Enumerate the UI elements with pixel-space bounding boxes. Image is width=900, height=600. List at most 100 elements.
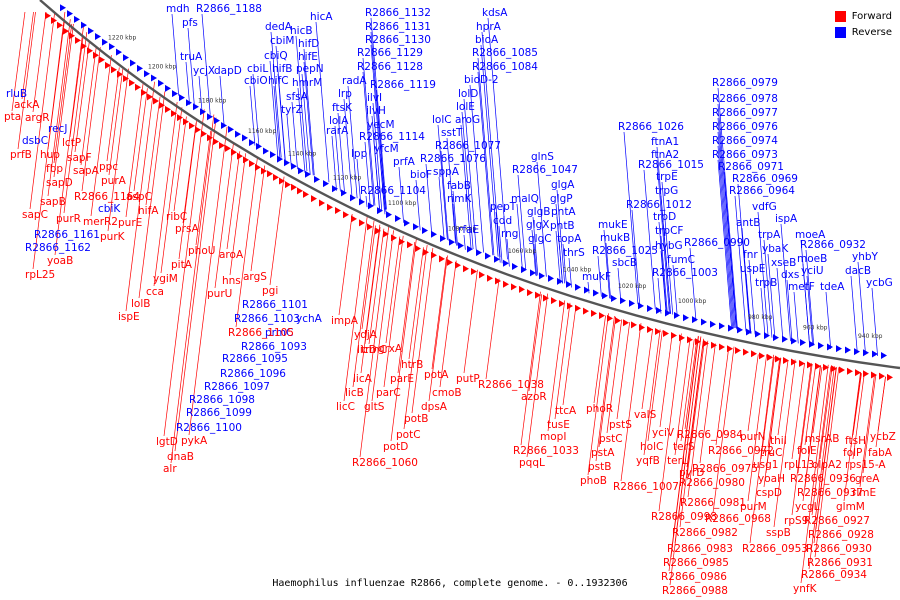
forward-feature-79 bbox=[591, 309, 597, 317]
forward-feature-42 bbox=[297, 187, 303, 195]
forward-feature-14 bbox=[129, 79, 135, 87]
leader-R2866_0932 bbox=[805, 249, 815, 346]
gene-label-args: argS bbox=[243, 271, 267, 283]
gene-label-cspd: cspD bbox=[756, 487, 782, 499]
reverse-feature-68 bbox=[602, 292, 608, 300]
gene-label-licd: licD bbox=[357, 344, 377, 356]
gene-label-cdd: cdd bbox=[493, 215, 512, 227]
reverse-feature-71 bbox=[629, 299, 635, 307]
leader-gltS bbox=[371, 230, 394, 402]
leader-hmrM bbox=[297, 87, 306, 173]
forward-feature-37 bbox=[267, 170, 273, 178]
reverse-feature-32 bbox=[284, 159, 290, 167]
gene-label-prsa: prsA bbox=[175, 223, 199, 235]
leader-hifC bbox=[273, 85, 281, 160]
forward-feature-96 bbox=[727, 345, 733, 353]
gene-label-r2866-0928: R2866_0928 bbox=[808, 529, 874, 541]
gene-label-thrs: thrS bbox=[563, 247, 585, 259]
gene-label-cca: cca bbox=[146, 286, 164, 298]
gene-label-sppa: sppA bbox=[433, 166, 460, 178]
gene-label-ispa: ispA bbox=[775, 213, 798, 225]
leader-lolE bbox=[461, 111, 474, 250]
forward-feature-80 bbox=[599, 312, 605, 320]
forward-feature-61 bbox=[447, 258, 453, 266]
gene-label-aroa: aroA bbox=[219, 249, 244, 261]
leader-ycbG bbox=[871, 287, 878, 357]
gene-label-lolc: lolC bbox=[432, 114, 452, 126]
leader-lctP bbox=[69, 37, 84, 138]
forward-feature-5 bbox=[75, 36, 81, 44]
forward-feature-115 bbox=[879, 372, 885, 380]
leader-ttcA bbox=[562, 305, 577, 406]
leader-purR bbox=[63, 32, 88, 214]
reverse-feature-19 bbox=[193, 103, 199, 111]
gene-label-r2866-1085: R2866_1085 bbox=[472, 47, 538, 59]
reverse-feature-81 bbox=[719, 322, 725, 330]
gene-label-hife: hifE bbox=[298, 51, 318, 63]
gene-label-moea: moeA bbox=[795, 229, 826, 241]
forward-feature-83 bbox=[623, 319, 629, 327]
reverse-feature-2 bbox=[74, 15, 80, 23]
forward-feature-55 bbox=[399, 238, 405, 246]
leader-R2866_0934 bbox=[808, 366, 835, 570]
reverse-feature-66 bbox=[584, 286, 590, 294]
leader-R2866_0973 bbox=[717, 159, 732, 329]
leader-R2866_1060 bbox=[359, 224, 390, 458]
gene-label-r2866-0968: R2866_0968 bbox=[705, 513, 771, 525]
gene-label-purr: purR bbox=[56, 213, 81, 225]
gene-label-r2866-0976: R2866_0976 bbox=[712, 121, 778, 133]
reverse-feature-50 bbox=[440, 235, 446, 243]
forward-feature-73 bbox=[543, 294, 549, 302]
forward-feature-58 bbox=[423, 248, 429, 256]
leader-sapF bbox=[74, 41, 90, 153]
gene-label-yfcm: yfcM bbox=[374, 143, 399, 155]
leader-R2866_0979 bbox=[717, 87, 738, 329]
reverse-swatch bbox=[834, 26, 846, 38]
reverse-feature-46 bbox=[404, 219, 410, 227]
gene-label-r2866-1164: R2866_1164 bbox=[74, 191, 140, 203]
forward-feature-30 bbox=[225, 144, 231, 152]
forward-feature-18 bbox=[153, 97, 159, 105]
gene-label-malq: malQ bbox=[511, 193, 539, 205]
gene-label-rfae: rfaE bbox=[458, 224, 479, 236]
leader-mopI bbox=[547, 300, 566, 432]
forward-feature-27 bbox=[207, 134, 213, 142]
leader-R2866_1188 bbox=[201, 13, 211, 115]
gene-label-prmc: prmC bbox=[265, 327, 293, 339]
forward-feature-93 bbox=[703, 339, 709, 347]
forward-feature-91 bbox=[687, 336, 693, 344]
leader-rimK bbox=[452, 203, 457, 246]
gene-label-acka: ackA bbox=[14, 99, 40, 111]
reverse-feature-41 bbox=[359, 198, 365, 206]
forward-feature-3 bbox=[63, 27, 69, 35]
gene-label-tyrz: tyrZ bbox=[281, 104, 303, 116]
leader-alr bbox=[170, 114, 215, 464]
reverse-feature-78 bbox=[692, 316, 698, 324]
leader-mukB bbox=[605, 242, 611, 299]
forward-feature-88 bbox=[663, 329, 669, 337]
reverse-strand-features bbox=[60, 4, 887, 359]
reverse-feature-26 bbox=[242, 134, 248, 142]
gene-label-aspc: aspC bbox=[126, 191, 152, 203]
gene-label-r2866-0931: R2866_0931 bbox=[807, 557, 873, 569]
forward-feature-45 bbox=[319, 199, 325, 207]
reverse-feature-89 bbox=[791, 337, 797, 345]
leader-yqfB bbox=[643, 329, 661, 456]
gene-label-rara: rarA bbox=[326, 125, 349, 137]
reverse-feature-85 bbox=[755, 330, 761, 338]
gene-label-holc: holC bbox=[640, 441, 663, 453]
gene-label-puru: purU bbox=[207, 288, 232, 300]
gene-label-r2866-0986: R2866_0986 bbox=[661, 571, 727, 583]
leader-sapD bbox=[53, 23, 74, 178]
forward-feature-113 bbox=[863, 370, 869, 378]
gene-label-r2866-0982: R2866_0982 bbox=[672, 527, 738, 539]
gene-label-uspe: uspE bbox=[740, 263, 765, 275]
reverse-feature-82 bbox=[728, 324, 734, 332]
reverse-feature-73 bbox=[647, 304, 653, 312]
reverse-feature-65 bbox=[575, 283, 581, 291]
forward-feature-36 bbox=[261, 167, 267, 175]
forward-feature-104 bbox=[791, 358, 797, 366]
gene-label-fnr: fnr bbox=[743, 249, 758, 261]
leader-cca bbox=[153, 102, 178, 287]
gene-label-r2866-1103: R2866_1103 bbox=[234, 313, 300, 325]
